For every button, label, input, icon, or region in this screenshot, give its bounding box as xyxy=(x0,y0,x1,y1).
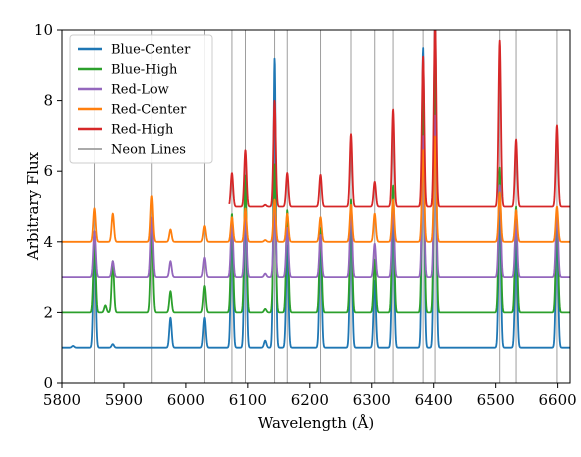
y-tick-label: 10 xyxy=(34,21,53,39)
x-tick-label: 5800 xyxy=(43,391,81,409)
x-tick-label: 6400 xyxy=(415,391,453,409)
legend-label: Neon Lines xyxy=(111,143,186,158)
series-group xyxy=(62,30,570,349)
x-tick-label: 6600 xyxy=(539,391,577,409)
series-line-blue-center xyxy=(62,30,570,349)
y-axis-label: Arbitrary Flux xyxy=(24,151,42,261)
x-tick-label: 6500 xyxy=(477,391,515,409)
y-tick-label: 8 xyxy=(43,92,53,110)
x-axis: 5800 5900 6000 6100 6200 6300 6400 6500 6600 xyxy=(43,383,577,409)
y-axis: 0 2 4 6 8 10 xyxy=(34,21,62,392)
legend-label: Red-Center xyxy=(111,103,187,118)
y-tick-label: 2 xyxy=(43,303,53,321)
y-tick-label: 0 xyxy=(43,374,53,392)
series-line-red-center xyxy=(62,135,570,243)
legend-label: Red-High xyxy=(111,123,174,138)
x-axis-label: Wavelength (Å) xyxy=(258,414,374,432)
series-line-red-low xyxy=(62,114,570,279)
x-tick-label: 6300 xyxy=(353,391,391,409)
x-tick-label: 6100 xyxy=(229,391,267,409)
y-tick-label: 6 xyxy=(43,162,53,180)
legend-box xyxy=(69,34,213,164)
series-line-blue-high xyxy=(62,30,570,314)
x-tick-label: 6000 xyxy=(167,391,205,409)
legend-label: Blue-High xyxy=(111,63,178,78)
legend-label: Blue-Center xyxy=(111,43,191,58)
legend-label: Red-Low xyxy=(111,83,169,98)
x-tick-label: 6200 xyxy=(291,391,329,409)
plot-frame xyxy=(61,29,571,384)
y-tick-label: 4 xyxy=(43,233,53,251)
series-line-red-high xyxy=(228,30,570,208)
x-tick-label: 5900 xyxy=(105,391,143,409)
legend: Blue-Center Blue-High Red-Low Red-Center Red… xyxy=(69,34,213,164)
